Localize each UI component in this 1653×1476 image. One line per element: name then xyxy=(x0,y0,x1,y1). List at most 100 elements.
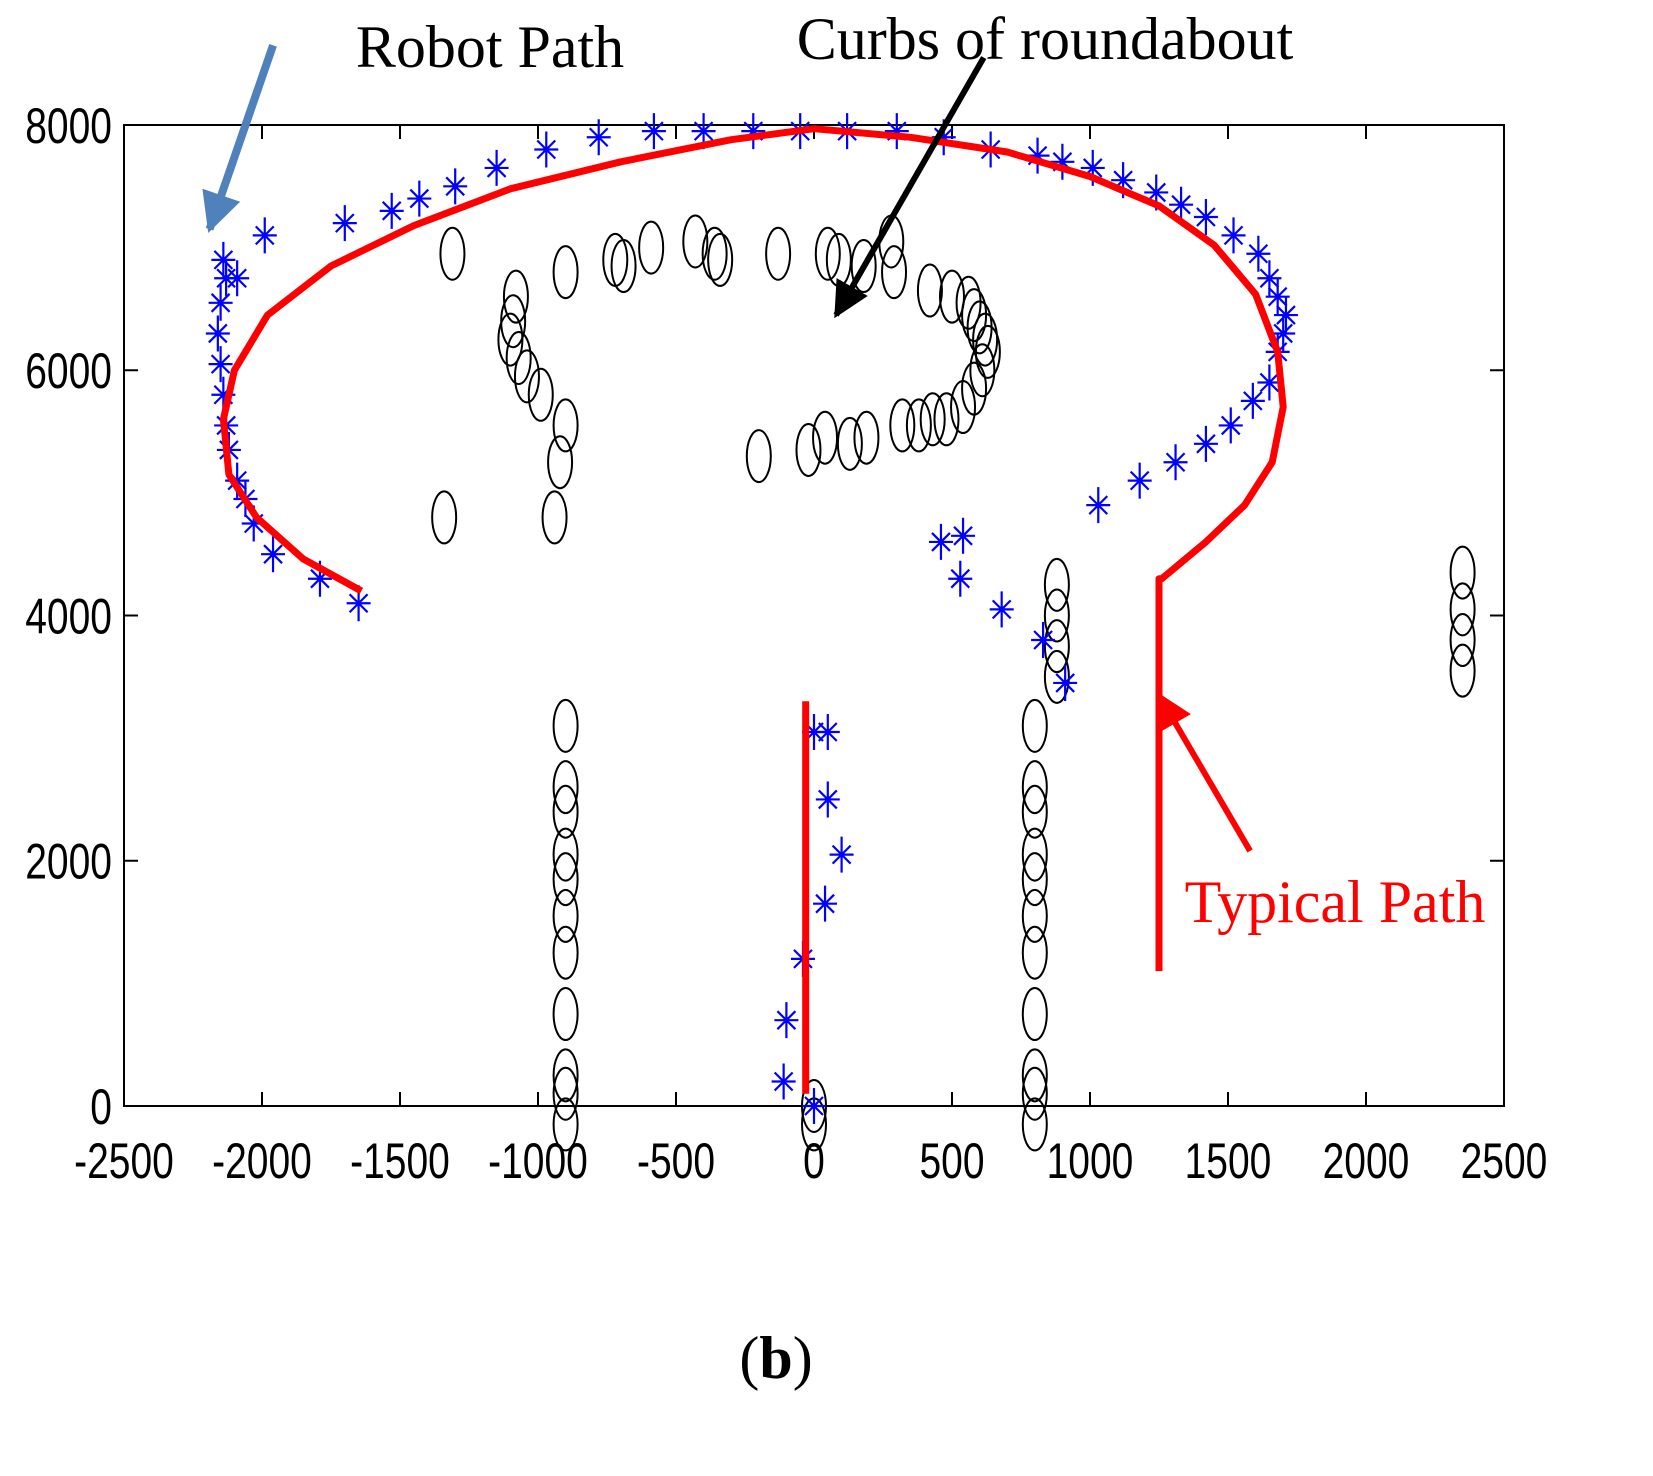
curb-ellipse-point xyxy=(505,330,532,385)
robot-asterisk-point xyxy=(1271,315,1296,352)
robot-asterisk-point xyxy=(1265,278,1290,315)
curb-ellipse-point xyxy=(1021,852,1048,907)
curb-ellipse-point xyxy=(950,380,977,435)
typical-path-lines xyxy=(219,125,1287,1094)
curb-ellipse-point xyxy=(916,263,943,318)
robot-asterisk-point xyxy=(1144,174,1169,211)
curb-ellipse-point xyxy=(836,416,863,471)
curb-ellipse-point xyxy=(1449,643,1476,698)
curb-ellipse-point xyxy=(1021,760,1048,815)
robot-asterisk-point xyxy=(1050,143,1075,180)
caption-letter: b xyxy=(759,1325,792,1391)
curbs-arrow xyxy=(833,56,987,319)
curb-ellipse-point xyxy=(1043,649,1070,704)
curb-ellipse-point xyxy=(552,698,579,753)
robot-asterisk-point xyxy=(691,113,716,150)
x-tick-label: -500 xyxy=(637,1132,715,1189)
plot-area: -2500 -2000 -1500 -1000 -500 0 500 1000 1500 2000… xyxy=(25,97,1547,1189)
curb-ellipse-point xyxy=(552,1066,579,1121)
curb-ellipse-point xyxy=(439,226,466,281)
robot-asterisk-series xyxy=(205,113,1298,1124)
curb-ellipse-point xyxy=(502,269,529,324)
curb-ellipse-point xyxy=(552,827,579,882)
curb-ellipse-point xyxy=(527,367,554,422)
curb-ellipse-series xyxy=(431,214,1476,1152)
x-tick-label: 2500 xyxy=(1461,1132,1548,1189)
curb-ellipse-point xyxy=(431,490,458,545)
curb-ellipse-point xyxy=(682,214,709,269)
robot-asterisk-point xyxy=(948,560,973,597)
robot-asterisk-point xyxy=(1169,186,1194,223)
typical-path-label: Typical Path xyxy=(1185,869,1486,935)
robot-asterisk-point xyxy=(884,113,909,150)
curb-ellipse-point xyxy=(552,987,579,1042)
y-tick-label: 0 xyxy=(90,1078,112,1135)
curb-ellipse-point xyxy=(1043,557,1070,612)
robot-asterisk-point xyxy=(1111,162,1136,199)
robot-path-arrow xyxy=(202,43,277,234)
curb-ellipse-point xyxy=(513,349,540,404)
curb-ellipse-point xyxy=(853,410,880,465)
caption-open-paren: ( xyxy=(739,1325,759,1391)
robot-asterisk-point xyxy=(211,376,236,413)
curb-ellipse-point xyxy=(1021,698,1048,753)
robot-asterisk-point xyxy=(1193,425,1218,462)
x-tick-label: -2500 xyxy=(74,1132,174,1189)
curb-ellipse-point xyxy=(889,398,916,453)
curb-ellipse-point xyxy=(610,239,637,294)
curb-ellipse-point xyxy=(881,245,908,300)
robot-asterisk-point xyxy=(741,113,766,150)
x-tick-label: 2000 xyxy=(1323,1132,1410,1189)
robot-asterisk-point xyxy=(1031,622,1056,659)
curb-ellipse-point xyxy=(969,343,996,398)
curb-ellipse-point xyxy=(1043,588,1070,643)
robot-asterisk-point xyxy=(815,713,840,750)
robot-asterisk-point xyxy=(443,168,468,205)
curb-ellipse-point xyxy=(1449,613,1476,668)
robot-asterisk-point xyxy=(332,205,357,242)
y-tick-label: 4000 xyxy=(25,588,112,645)
y-tick-label: 2000 xyxy=(25,833,112,890)
x-tick-label: -1500 xyxy=(350,1132,450,1189)
y-tick-label: 8000 xyxy=(25,97,112,154)
robot-asterisk-point xyxy=(1218,407,1243,444)
curb-ellipse-point xyxy=(602,232,629,287)
robot-asterisk-point xyxy=(534,131,559,168)
curb-ellipse-point xyxy=(1021,1048,1048,1103)
robot-asterisk-point xyxy=(241,505,266,542)
x-tick-label: 500 xyxy=(919,1132,984,1189)
curb-ellipse-point xyxy=(552,925,579,980)
curb-ellipse-point xyxy=(1021,827,1048,882)
robot-asterisk-point xyxy=(307,560,332,597)
curb-ellipse-point xyxy=(552,1048,579,1103)
curb-ellipse-point xyxy=(1449,582,1476,637)
curb-ellipse-point xyxy=(552,760,579,815)
curb-ellipse-point xyxy=(905,398,932,453)
curb-ellipse-point xyxy=(1021,1097,1048,1152)
robot-asterisk-point xyxy=(1240,382,1265,419)
robot-asterisk-point xyxy=(829,836,854,873)
robot-asterisk-point xyxy=(1246,235,1271,272)
robot-asterisk-point xyxy=(346,585,371,622)
curb-ellipse-point xyxy=(552,398,579,453)
curb-ellipse-point xyxy=(812,410,839,465)
robot-asterisk-point xyxy=(1086,487,1111,524)
annotations: Robot Path Curbs of roundabout Typical P… xyxy=(202,6,1486,935)
robot-asterisk-point xyxy=(815,781,840,818)
robot-asterisk-point xyxy=(641,113,666,150)
curb-ellipse-point xyxy=(814,226,841,281)
curb-ellipse-point xyxy=(972,312,999,367)
curb-ellipse-point xyxy=(1021,925,1048,980)
curb-ellipse-point xyxy=(745,429,772,484)
curb-ellipse-point xyxy=(1021,784,1048,839)
robot-asterisk-point xyxy=(208,284,233,321)
y-axis-ticks: 0 2000 4000 6000 8000 xyxy=(25,97,1504,1135)
robot-asterisk-point xyxy=(1127,462,1152,499)
robot-asterisk-point xyxy=(928,523,953,560)
robot-asterisk-point xyxy=(261,536,286,573)
robot-asterisk-point xyxy=(211,241,236,278)
robot-asterisk-point xyxy=(379,192,404,229)
curb-ellipse-point xyxy=(638,220,665,275)
robot-asterisk-point xyxy=(771,1063,796,1100)
